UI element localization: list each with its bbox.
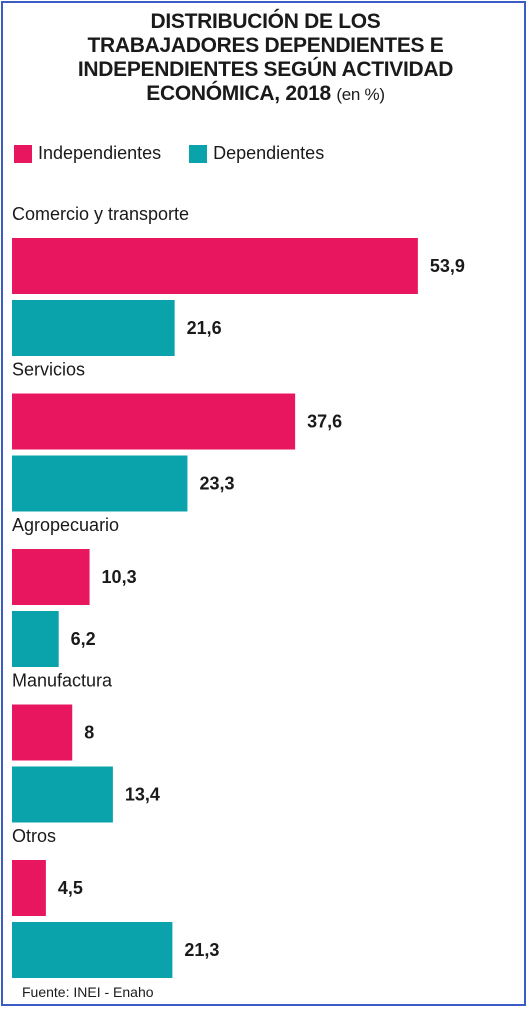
bar-independientes: [12, 393, 296, 450]
legend: Independientes Dependientes: [14, 143, 352, 164]
bar-independientes: [12, 238, 418, 294]
value-label-independientes: 37,6: [307, 412, 342, 432]
value-label-dependientes: 21,3: [184, 940, 219, 960]
title-line: ECONÓMICA, 2018 (en %): [0, 82, 531, 107]
category-label: Agropecuario: [12, 515, 119, 535]
bar-dependientes: [12, 455, 188, 512]
legend-swatch-dependientes: [189, 144, 208, 163]
category-label: Servicios: [12, 360, 85, 380]
category-label: Comercio y transporte: [12, 204, 189, 224]
chart-title: DISTRIBUCIÓN DE LOS TRABAJADORES DEPENDI…: [0, 10, 531, 107]
bar-dependientes: [12, 766, 113, 823]
source-note: Fuente: INEI - Enaho: [22, 984, 154, 1000]
bar-dependientes: [12, 611, 59, 667]
value-label-independientes: 53,9: [430, 256, 465, 276]
category-label: Manufactura: [12, 671, 113, 691]
bar-independientes: [12, 549, 90, 605]
value-label-independientes: 4,5: [58, 878, 83, 898]
bar-dependientes: [12, 300, 175, 356]
value-label-dependientes: 13,4: [125, 785, 160, 805]
legend-item-dependientes: Dependientes: [189, 143, 324, 164]
category-label: Otros: [12, 826, 56, 846]
value-label-dependientes: 23,3: [199, 474, 234, 494]
value-label-independientes: 10,3: [102, 567, 137, 587]
title-line-text: ECONÓMICA, 2018: [146, 82, 331, 105]
title-line: TRABAJADORES DEPENDIENTES E: [87, 34, 444, 57]
legend-label-independientes: Independientes: [38, 143, 162, 163]
value-label-dependientes: 6,2: [71, 629, 96, 649]
title-line: INDEPENDIENTES SEGÚN ACTIVIDAD: [77, 58, 454, 81]
legend-label-dependientes: Dependientes: [213, 143, 325, 163]
value-label-independientes: 8: [84, 723, 94, 743]
bar-independientes: [12, 860, 46, 916]
bar-independientes: [12, 704, 73, 761]
legend-swatch-independientes: [14, 144, 32, 163]
legend-item-independientes: Independientes: [14, 143, 161, 164]
title-unit: (en %): [336, 85, 385, 104]
title-line: DISTRIBUCIÓN DE LOS: [150, 10, 381, 33]
value-label-dependientes: 21,6: [187, 318, 222, 338]
bar-dependientes: [12, 922, 173, 978]
